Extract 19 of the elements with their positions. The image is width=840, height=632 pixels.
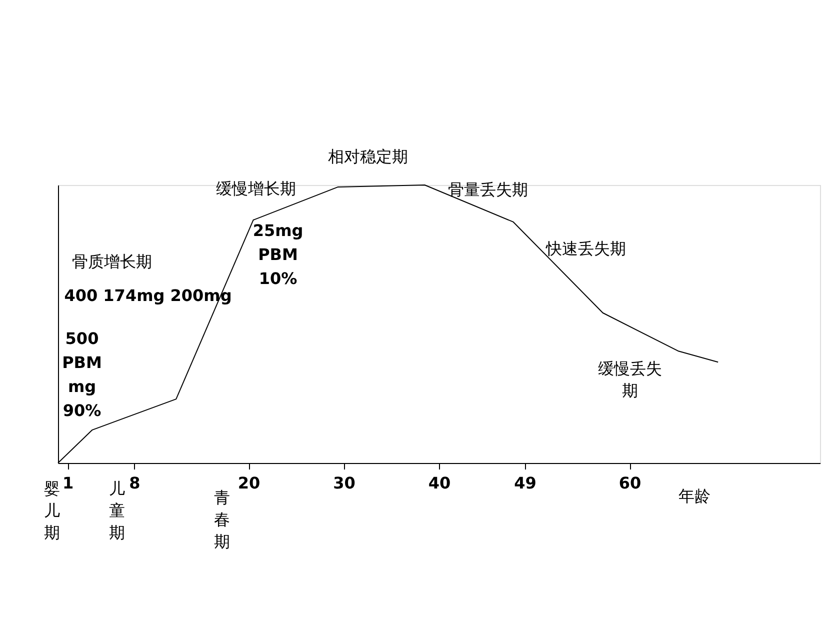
text: 婴儿期 [44, 479, 60, 542]
annotation: 骨质增长期 [72, 252, 152, 271]
x-tick-label: 60 [618, 474, 642, 492]
x-tick-label: 30 [333, 474, 356, 492]
x-axis-title: 年龄 [678, 486, 710, 506]
annotation: 25mg PBM 10% [252, 221, 304, 288]
x-tick-label: 49 [514, 474, 536, 492]
x-tick-label: 8 [129, 474, 140, 492]
annotation: 骨量丢失期 [448, 180, 528, 199]
x-tick-label: 40 [428, 474, 451, 492]
annotation: 500 PBM mg 90% [62, 329, 102, 420]
annotation: 缓慢增长期 [216, 179, 296, 198]
x-tick-label: 1 [62, 474, 74, 492]
text: 青春期 [214, 488, 230, 551]
x-tick-label: 20 [238, 474, 260, 492]
annotation: 缓慢丢失期 [598, 359, 662, 400]
text: 儿童期 [109, 479, 125, 542]
annotation: 快速丢失期 [545, 239, 626, 258]
text: 相对稳定期 [328, 147, 408, 166]
